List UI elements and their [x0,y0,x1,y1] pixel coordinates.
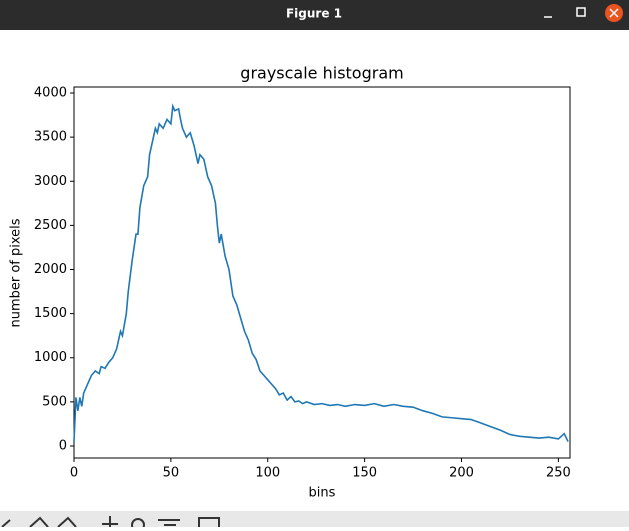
y-tick-label: 2000 [34,262,67,277]
y-tick-label: 4000 [34,86,67,101]
y-tick-label: 1500 [34,306,67,321]
x-axis-label: bins [309,486,336,501]
zoom-button[interactable] [131,518,145,531]
configure-button[interactable] [158,519,180,526]
x-tick-label: 250 [546,466,571,481]
maximize-button[interactable] [576,7,586,17]
x-tick-label: 100 [255,466,280,481]
title-bar [0,0,629,30]
y-tick-label: 1000 [34,350,67,365]
x-tick-label: 150 [352,466,377,481]
pan-button[interactable] [102,516,118,527]
chart-title: grayscale histogram [240,64,403,83]
forward-button[interactable] [57,516,77,528]
y-tick-label: 0 [59,438,67,453]
toolbar [0,511,629,527]
x-tick-label: 0 [70,466,78,481]
y-tick-label: 2500 [34,218,67,233]
y-tick-label: 3500 [34,130,67,145]
x-tick-label: 200 [449,466,474,481]
window-title: Figure 1 [286,7,342,21]
data-line [73,103,569,442]
plot-frame [73,86,571,459]
close-icon [609,8,619,18]
back-button[interactable] [29,516,49,528]
home-button[interactable] [1,519,11,528]
y-tick-label: 500 [42,394,67,409]
y-tick-label: 3000 [34,174,67,189]
y-axis-label: number of pixels [9,218,24,327]
x-tick-label: 50 [163,466,180,481]
